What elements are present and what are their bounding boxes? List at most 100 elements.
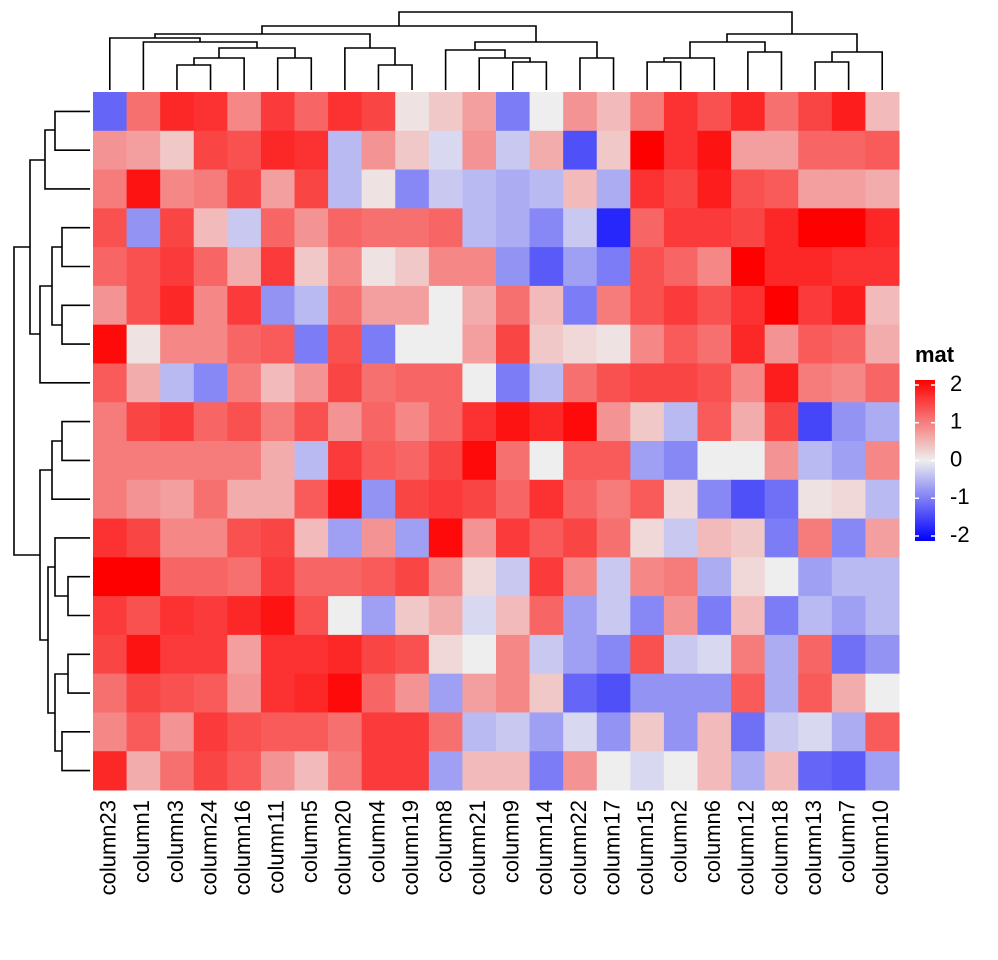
heatmap-cell bbox=[395, 208, 430, 248]
heatmap-cell bbox=[361, 441, 396, 481]
heatmap-cell bbox=[496, 673, 531, 713]
heatmap-cell bbox=[496, 479, 531, 520]
heatmap-cell bbox=[865, 363, 900, 403]
heatmap-cell bbox=[529, 169, 564, 209]
heatmap-cell bbox=[395, 596, 430, 636]
heatmap-cell bbox=[328, 324, 363, 364]
heatmap-cell bbox=[160, 441, 195, 481]
heatmap-cell bbox=[93, 324, 128, 364]
heatmap-cell bbox=[160, 712, 195, 752]
heatmap-cell bbox=[529, 441, 564, 481]
heatmap-cell bbox=[529, 596, 564, 636]
heatmap-cell bbox=[831, 363, 866, 403]
heatmap-cell bbox=[496, 751, 531, 791]
heatmap-cell bbox=[529, 130, 564, 171]
heatmap-cell bbox=[193, 479, 228, 520]
heatmap-cell bbox=[462, 169, 497, 209]
heatmap-cell bbox=[462, 596, 497, 636]
heatmap-cell bbox=[395, 557, 430, 597]
heatmap-cell bbox=[126, 634, 161, 675]
heatmap-cell bbox=[260, 557, 295, 597]
heatmap-cell bbox=[193, 208, 228, 248]
heatmap-cell bbox=[93, 712, 128, 752]
heatmap-cell bbox=[663, 596, 698, 636]
heatmap-cell bbox=[731, 751, 766, 791]
heatmap-cell bbox=[831, 247, 866, 287]
heatmap-cell bbox=[529, 712, 564, 752]
legend-tick-label: 0 bbox=[950, 446, 962, 471]
heatmap-cell bbox=[193, 324, 228, 364]
dendrogram-branch bbox=[108, 37, 201, 90]
heatmap-cell bbox=[227, 751, 262, 791]
heatmap-cell bbox=[126, 208, 161, 248]
heatmap-cell bbox=[731, 402, 766, 442]
heatmap-cell bbox=[160, 402, 195, 442]
heatmap-cell bbox=[160, 130, 195, 171]
heatmap-cell bbox=[428, 169, 463, 209]
heatmap-cell bbox=[428, 751, 463, 791]
heatmap-cell bbox=[563, 479, 598, 520]
dendrogram-branch bbox=[39, 285, 90, 384]
heatmap-cell bbox=[93, 208, 128, 248]
heatmap-cell bbox=[227, 557, 262, 597]
heatmap-cell bbox=[731, 130, 766, 171]
column-label: column6 bbox=[700, 800, 725, 883]
heatmap-cell bbox=[160, 208, 195, 248]
heatmap-cell bbox=[328, 596, 363, 636]
heatmap-cell bbox=[428, 324, 463, 364]
heatmap-cell bbox=[260, 247, 295, 287]
heatmap-cell bbox=[563, 518, 598, 558]
heatmap-cell bbox=[529, 634, 564, 675]
heatmap-cell bbox=[563, 208, 598, 248]
heatmap-cell bbox=[563, 751, 598, 791]
heatmap-cell bbox=[227, 324, 262, 364]
heatmap-cell bbox=[428, 634, 463, 675]
heatmap-cell bbox=[462, 92, 497, 132]
column-label: column9 bbox=[499, 800, 524, 883]
heatmap-cell bbox=[731, 596, 766, 636]
heatmap-cell bbox=[865, 169, 900, 209]
heatmap-cell bbox=[663, 673, 698, 713]
heatmap-cell bbox=[126, 402, 161, 442]
dendrogram-branch bbox=[276, 57, 313, 90]
heatmap-cell bbox=[697, 402, 732, 442]
heatmap-cell bbox=[798, 557, 833, 597]
heatmap-cell bbox=[361, 751, 396, 791]
heatmap-cell bbox=[865, 518, 900, 558]
heatmap-cell bbox=[865, 285, 900, 326]
heatmap-cell bbox=[227, 247, 262, 287]
heatmap-cell bbox=[865, 441, 900, 481]
heatmap-cell bbox=[731, 441, 766, 481]
heatmap-cell bbox=[193, 634, 228, 675]
heatmap-cell bbox=[361, 169, 396, 209]
heatmap-cell bbox=[193, 712, 228, 752]
dendrogram-branch bbox=[377, 64, 413, 90]
heatmap-cell bbox=[294, 518, 329, 558]
heatmap-cell bbox=[227, 363, 262, 403]
heatmap-cell bbox=[798, 285, 833, 326]
heatmap-cell bbox=[764, 130, 799, 171]
heatmap-cell bbox=[697, 596, 732, 636]
heatmap-cell bbox=[294, 92, 329, 132]
heatmap-cell bbox=[596, 751, 631, 791]
heatmap-cell bbox=[697, 130, 732, 171]
heatmap-cell bbox=[865, 634, 900, 675]
heatmap-cell bbox=[395, 285, 430, 326]
heatmap-cell bbox=[831, 673, 866, 713]
heatmap-cell bbox=[865, 712, 900, 752]
heatmap-cell bbox=[663, 518, 698, 558]
heatmap-cell bbox=[731, 285, 766, 326]
heatmap-cell bbox=[93, 247, 128, 287]
heatmap-cell bbox=[395, 92, 430, 132]
heatmap-cell bbox=[160, 557, 195, 597]
heatmap-cell bbox=[227, 634, 262, 675]
heatmap-cell bbox=[798, 712, 833, 752]
heatmap-cell bbox=[596, 634, 631, 675]
dendrogram-branch bbox=[444, 49, 506, 90]
heatmap-cell bbox=[798, 402, 833, 442]
heatmap-cell bbox=[764, 673, 799, 713]
heatmap-cell bbox=[798, 479, 833, 520]
heatmap-cell bbox=[496, 712, 531, 752]
heatmap-cell bbox=[529, 518, 564, 558]
